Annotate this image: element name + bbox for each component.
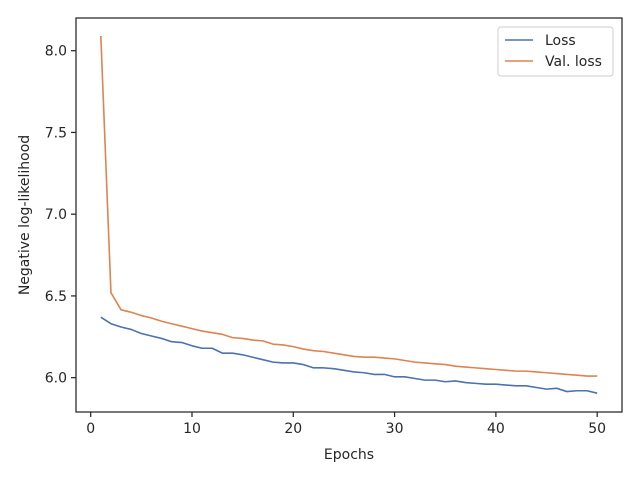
x-axis-title: Epochs — [324, 447, 374, 463]
x-tick-label: 50 — [588, 421, 606, 437]
y-axis: 6.0 6.5 7.0 7.5 8.0 — [45, 44, 76, 387]
legend-label-val-loss: Val. loss — [545, 54, 602, 70]
y-tick-label: 6.5 — [45, 289, 67, 305]
x-tick-label: 0 — [86, 421, 95, 437]
y-tick-label: 7.0 — [45, 207, 67, 223]
series-line-val-loss — [100, 35, 598, 377]
y-tick-label: 6.0 — [45, 371, 67, 387]
y-tick-label: 7.5 — [45, 125, 67, 141]
legend: Loss Val. loss — [497, 26, 614, 77]
legend-label-loss: Loss — [545, 33, 576, 49]
y-axis-title: Negative log-likelihood — [17, 135, 33, 295]
x-tick-label: 20 — [284, 421, 302, 437]
plot-area: 0 10 20 30 40 50 6.0 6.5 7.0 7.5 8.0 — [45, 17, 623, 437]
plot-frame — [75, 17, 623, 413]
x-tick-label: 10 — [183, 421, 201, 437]
series-line-loss — [100, 316, 598, 394]
x-tick-label: 40 — [487, 421, 505, 437]
x-tick-label: 30 — [386, 421, 404, 437]
x-axis: 0 10 20 30 40 50 — [86, 412, 606, 437]
series-layer — [100, 35, 598, 394]
y-tick-label: 8.0 — [45, 44, 67, 60]
